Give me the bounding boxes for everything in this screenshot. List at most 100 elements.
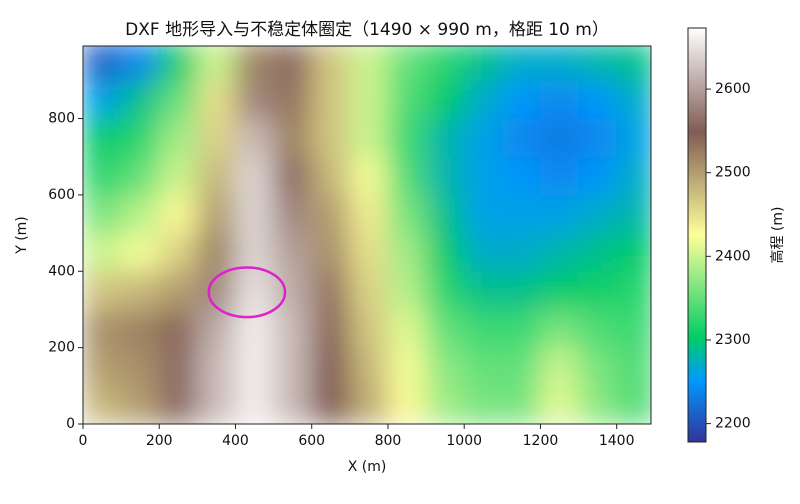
heatmap-cell: [311, 118, 351, 158]
heatmap-cell: [83, 232, 122, 272]
heatmap-cell: [311, 46, 351, 81]
heatmap-cell: [196, 156, 236, 196]
heatmap-cell: [273, 156, 313, 196]
heatmap-cell: [501, 194, 541, 234]
x-tick-label: 400: [222, 433, 249, 449]
heatmap-cell: [387, 46, 427, 81]
heatmap-cell: [463, 385, 503, 424]
heatmap-cell: [83, 79, 122, 120]
heatmap-cell: [158, 347, 198, 387]
heatmap-cell: [120, 118, 160, 158]
heatmap-cell: [349, 270, 389, 310]
heatmap-cell: [539, 308, 580, 349]
heatmap-cell: [234, 308, 275, 349]
heatmap-cell: [234, 232, 275, 272]
heatmap-cell: [578, 270, 618, 310]
heatmap-cell: [387, 308, 427, 349]
heatmap-cell: [234, 118, 275, 158]
heatmap-cell: [196, 79, 236, 120]
heatmap-cell: [463, 347, 503, 387]
heatmap-cell: [501, 308, 541, 349]
heatmap-cell: [311, 270, 351, 310]
heatmap-cell: [120, 347, 160, 387]
heatmap-cell: [463, 270, 503, 310]
heatmap-cell: [196, 232, 236, 272]
heatmap-cell: [425, 270, 465, 310]
heatmap-cell: [539, 118, 580, 158]
colorbar-tick-label: 2300: [715, 332, 751, 348]
heatmap-cell: [616, 270, 651, 310]
heatmap-cell: [425, 79, 465, 120]
y-tick-label: 200: [48, 340, 75, 356]
heatmap-cell: [83, 270, 122, 310]
heatmap-cell: [311, 385, 351, 424]
heatmap-cell: [387, 156, 427, 196]
heatmap-cell: [120, 156, 160, 196]
y-tick-label: 0: [66, 416, 75, 432]
heatmap-cell: [463, 156, 503, 196]
heatmap-cell: [463, 308, 503, 349]
heatmap-cell: [578, 347, 618, 387]
colorbar-tick-label: 2400: [715, 248, 751, 264]
heatmap-cell: [83, 118, 122, 158]
heatmap-cell: [311, 308, 351, 349]
heatmap-cell: [501, 79, 541, 120]
plot-area: [83, 46, 651, 424]
heatmap-cell: [501, 385, 541, 424]
heatmap-cell: [234, 46, 275, 81]
heatmap-cell: [387, 194, 427, 234]
colorbar-tick-label: 2500: [715, 165, 751, 181]
x-axis-label: X (m): [348, 459, 387, 475]
heatmap-cell: [120, 79, 160, 120]
heatmap-cell: [349, 308, 389, 349]
heatmap-cell: [349, 118, 389, 158]
heatmap-cell: [83, 194, 122, 234]
y-axis-label: Y (m): [14, 216, 30, 255]
heatmap-cell: [311, 194, 351, 234]
heatmap-cell: [578, 46, 618, 81]
heatmap-cell: [273, 385, 313, 424]
heatmap-cell: [234, 79, 275, 120]
heatmap-cell: [158, 79, 198, 120]
heatmap-cell: [616, 385, 651, 424]
heatmap-cell: [425, 308, 465, 349]
heatmap-cell: [578, 118, 618, 158]
heatmap-cell: [425, 156, 465, 196]
heatmap-cell: [83, 385, 122, 424]
heatmap-cell: [349, 194, 389, 234]
heatmap-cell: [83, 156, 122, 196]
heatmap-cell: [349, 232, 389, 272]
x-tick-label: 1200: [523, 433, 559, 449]
heatmap-cell: [501, 347, 541, 387]
heatmap-cell: [311, 156, 351, 196]
heatmap-cell: [578, 194, 618, 234]
heatmap: [83, 46, 651, 424]
heatmap-cell: [196, 385, 236, 424]
heatmap-cell: [578, 308, 618, 349]
heatmap-cell: [539, 46, 580, 81]
heatmap-cell: [501, 232, 541, 272]
heatmap-cell: [387, 79, 427, 120]
heatmap-cell: [120, 232, 160, 272]
colorbar-label: 高程 (m): [769, 206, 786, 263]
heatmap-cell: [273, 46, 313, 81]
colorbar: [687, 27, 707, 443]
heatmap-cell: [463, 118, 503, 158]
heatmap-cell: [349, 385, 389, 424]
heatmap-cell: [616, 347, 651, 387]
heatmap-cell: [158, 194, 198, 234]
heatmap-cell: [463, 194, 503, 234]
x-tick-label: 800: [375, 433, 402, 449]
heatmap-cell: [158, 118, 198, 158]
heatmap-cell: [234, 194, 275, 234]
heatmap-cell: [539, 194, 580, 234]
heatmap-cell: [349, 347, 389, 387]
heatmap-cell: [539, 270, 580, 310]
heatmap-cell: [578, 156, 618, 196]
region-ellipse: [207, 266, 287, 319]
heatmap-cell: [539, 385, 580, 424]
y-tick-label: 600: [48, 187, 75, 203]
heatmap-cell: [463, 79, 503, 120]
heatmap-cell: [425, 194, 465, 234]
heatmap-cell: [273, 308, 313, 349]
